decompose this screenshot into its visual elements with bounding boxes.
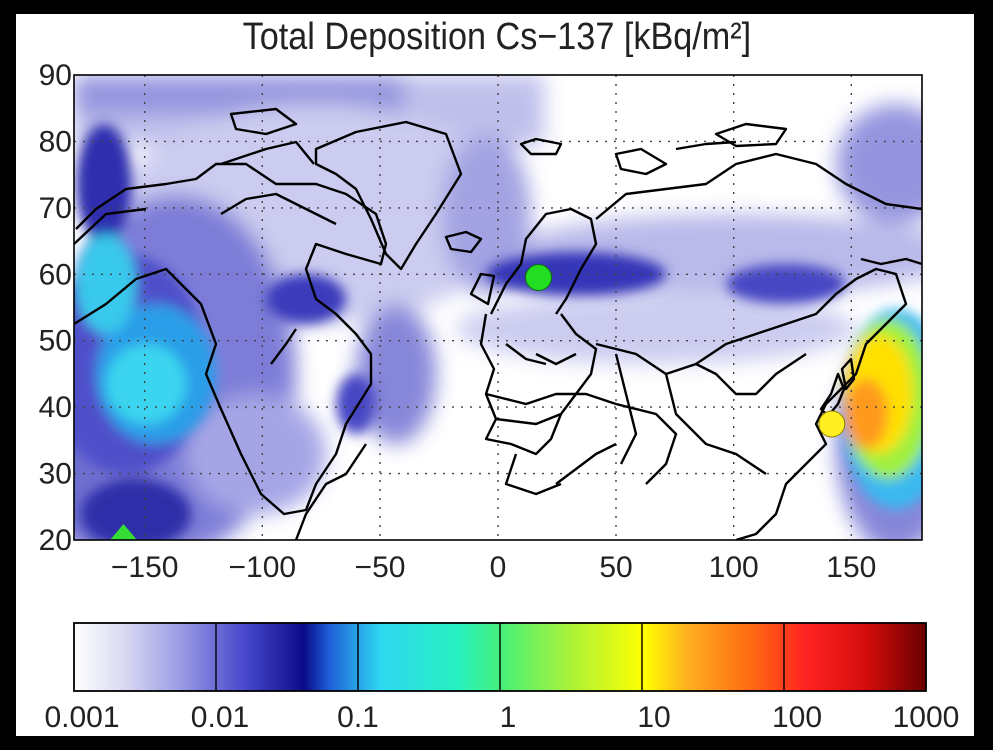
yellow-circle-marker: [818, 410, 846, 438]
green-circle-marker: [525, 264, 552, 291]
x-tick-label: −100: [229, 551, 297, 584]
colorbar: 0.001 0.01 0.1 1 10 100 1000: [44, 622, 960, 734]
y-tick-label: 90: [39, 59, 72, 92]
x-tick-label: 150: [826, 551, 876, 584]
y-tick-label: 40: [39, 391, 72, 424]
map-grid: [74, 75, 922, 540]
y-axis: 90 80 70 60 50 40 30 20: [39, 59, 72, 557]
colorbar-tick-label: 0.001: [44, 701, 119, 734]
y-tick-label: 50: [39, 325, 72, 358]
y-tick-label: 70: [39, 192, 72, 225]
colorbar-tick-label: 0.01: [191, 701, 249, 734]
colorbar-tick-label: 1000: [893, 701, 960, 734]
colorbar-tick-label: 1: [500, 701, 517, 734]
colorbar-tick-label: 0.1: [337, 701, 379, 734]
figure-frame: Total Deposition Cs−137 [kBq/m²]: [16, 14, 974, 736]
coastlines: [74, 107, 922, 540]
x-tick-label: −150: [111, 551, 179, 584]
colorbar-tick-label: 100: [772, 701, 822, 734]
map-title: Total Deposition Cs−137 [kBq/m²]: [242, 16, 752, 58]
y-tick-label: 20: [39, 524, 72, 557]
map-figure: 90 80 70 60 50 40 30 20 −150 −100 −50 0 …: [39, 59, 960, 734]
map-plot-border: [73, 74, 923, 541]
y-tick-label: 30: [39, 458, 72, 491]
y-tick-label: 60: [39, 258, 72, 291]
green-triangle-marker: [110, 524, 137, 540]
x-tick-label: −50: [355, 551, 406, 584]
x-tick-label: 50: [599, 551, 632, 584]
deposition-field: [74, 75, 922, 540]
x-tick-label: 0: [490, 551, 507, 584]
y-tick-label: 80: [39, 125, 72, 158]
colorbar-tick-label: 10: [637, 701, 670, 734]
colorbar-border: [73, 622, 927, 692]
markers: [110, 264, 846, 540]
x-tick-label: 100: [709, 551, 759, 584]
x-axis: −150 −100 −50 0 50 100 150: [111, 551, 876, 584]
